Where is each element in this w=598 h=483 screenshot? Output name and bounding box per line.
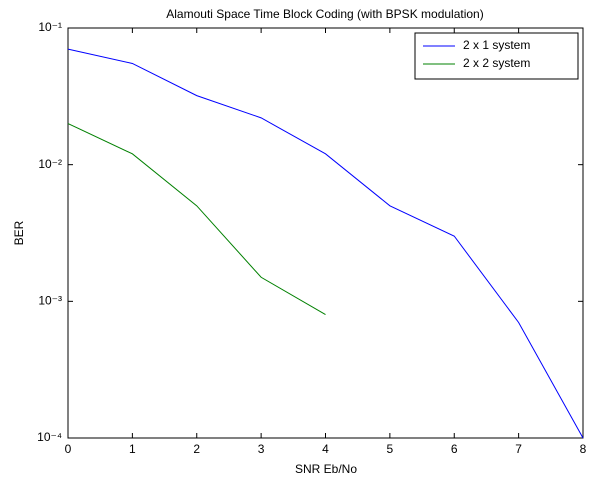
x-tick-label: 1 [129, 442, 136, 456]
y-tick-label: 10⁻⁴ [37, 430, 62, 444]
x-tick-label: 8 [580, 442, 587, 456]
x-axis-label: SNR Eb/No [295, 462, 357, 476]
y-tick-label: 10⁻³ [38, 294, 62, 308]
y-tick-label: 10⁻² [38, 157, 62, 171]
x-tick-label: 3 [258, 442, 265, 456]
x-tick-label: 6 [451, 442, 458, 456]
x-tick-label: 4 [322, 442, 329, 456]
y-tick-label: 10⁻¹ [38, 20, 62, 34]
legend-label: 2 x 2 system [463, 56, 530, 70]
x-tick-label: 2 [193, 442, 200, 456]
series-line [67, 123, 326, 316]
y-axis-label: BER [12, 220, 26, 245]
series-line [67, 48, 584, 439]
x-tick-label: 7 [515, 442, 522, 456]
legend-box [414, 32, 579, 80]
x-tick-label: 0 [65, 442, 72, 456]
chart-title: Alamouti Space Time Block Coding (with B… [166, 7, 483, 21]
legend-label: 2 x 1 system [463, 38, 530, 52]
x-tick-label: 5 [387, 442, 394, 456]
